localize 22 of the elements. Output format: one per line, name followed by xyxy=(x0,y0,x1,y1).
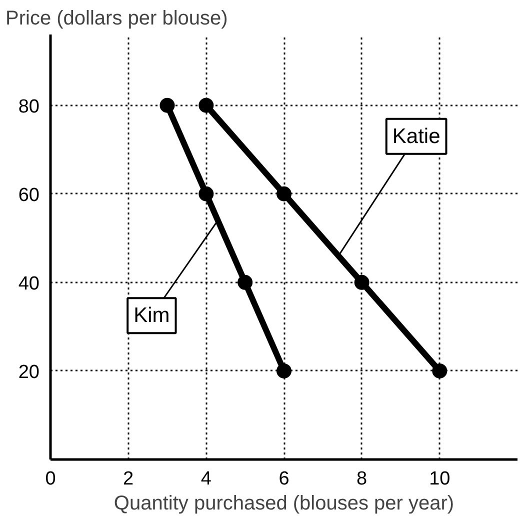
point xyxy=(198,98,214,113)
y-tick-label: 60 xyxy=(18,184,40,206)
x-tick-label: 2 xyxy=(123,468,134,490)
x-tick-label: 8 xyxy=(356,468,368,490)
point xyxy=(160,98,175,113)
y-tick-label: 20 xyxy=(18,362,40,383)
y-axis-title: Price (dollars per blouse) xyxy=(6,8,228,30)
x-tick-label: 6 xyxy=(278,468,290,490)
point xyxy=(198,186,214,202)
x-tick-label: 4 xyxy=(200,468,212,490)
point xyxy=(276,186,292,202)
point xyxy=(238,274,253,290)
x-tick-label: 10 xyxy=(429,468,450,490)
y-tick-label: 80 xyxy=(18,96,40,118)
text: Katie xyxy=(392,124,440,148)
x-axis-title: Quantity purchased (blouses per year) xyxy=(114,492,454,514)
y-tick-label: 40 xyxy=(18,273,40,294)
point xyxy=(276,363,292,378)
point xyxy=(354,274,370,290)
text: Kim xyxy=(134,304,170,328)
x-tick-label: 0 xyxy=(45,468,56,490)
point xyxy=(432,363,448,378)
